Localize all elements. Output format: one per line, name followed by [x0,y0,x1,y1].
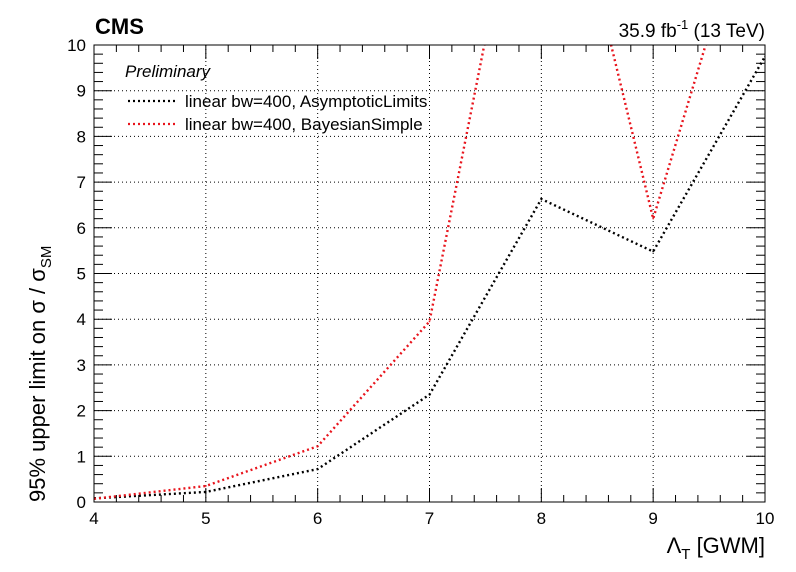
grid-lines [94,45,765,502]
preliminary-label: Preliminary [125,62,212,81]
series-lines [94,45,765,500]
y-tick-label: 1 [77,447,86,466]
y-tick-label: 8 [77,127,86,146]
series-1-point [652,217,654,220]
series-1-point [316,445,319,448]
axis-ticks: 4 5 6 7 8 9 10 0 1 2 3 4 5 6 7 8 9 10 [67,36,774,528]
legend-entry-bayesian: linear bw=400, BayesianSimple [185,115,423,134]
x-tick-label: 6 [313,509,322,528]
y-tick-label: 9 [77,82,86,101]
y-axis-title: 95% upper limit on σ / σSM [25,246,55,502]
experiment-label: CMS [95,14,144,39]
luminosity-label: 35.9 fb-1 (13 TeV) [619,17,765,42]
x-tick-label: 7 [425,509,434,528]
y-tick-label: 10 [67,36,86,55]
x-tick-label: 4 [89,509,98,528]
y-tick-label: 3 [77,356,86,375]
y-tick-label: 4 [77,310,86,329]
y-tick-label: 5 [77,265,86,284]
y-tick-label: 6 [77,219,86,238]
y-tick-label: 0 [77,493,86,512]
x-axis-title: ΛT [GWM] [667,533,765,563]
x-tick-label: 9 [648,509,657,528]
legend: linear bw=400, AsymptoticLimits linear b… [128,92,427,134]
legend-entry-asymptotic: linear bw=400, AsymptoticLimits [185,92,427,111]
series-1-point [205,485,207,487]
series-0-point [428,393,431,396]
y-tick-label: 7 [77,173,86,192]
y-tick-label: 2 [77,402,86,421]
series-0-point [316,468,319,470]
x-tick-label: 8 [537,509,546,528]
x-tick-label: 5 [201,509,210,528]
series-1-point [428,320,431,323]
series-0-point [652,250,654,253]
x-tick-label: 10 [756,509,775,528]
series-0-point [540,198,543,200]
